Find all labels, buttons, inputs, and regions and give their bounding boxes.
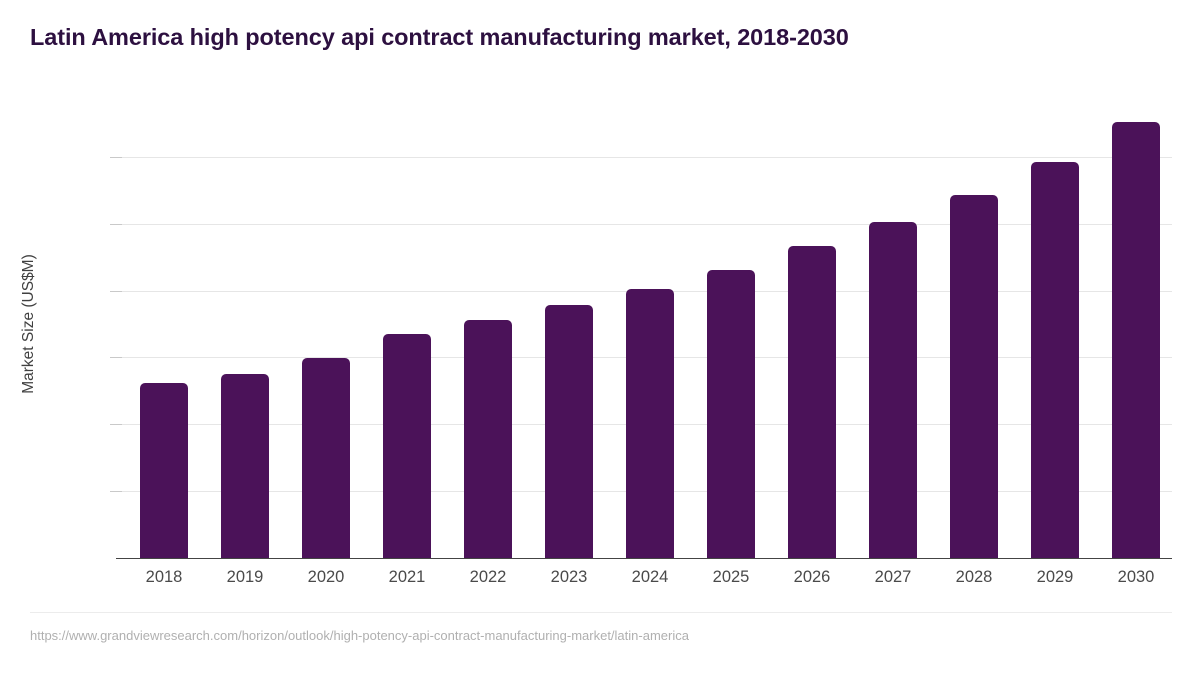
y-axis-tick bbox=[110, 156, 122, 158]
x-axis-tick-label: 2025 bbox=[712, 568, 750, 586]
bar[interactable] bbox=[140, 382, 188, 558]
bar[interactable] bbox=[302, 358, 350, 558]
y-axis-tick bbox=[110, 290, 122, 292]
x-axis-tick-label: 2020 bbox=[307, 568, 345, 586]
source-url: https://www.grandviewresearch.com/horizo… bbox=[30, 628, 689, 643]
x-axis-tick-label: 2024 bbox=[631, 568, 669, 586]
bar[interactable] bbox=[545, 304, 593, 558]
y-axis-tick bbox=[110, 357, 122, 359]
gridline bbox=[122, 156, 1172, 158]
bar[interactable] bbox=[869, 222, 917, 558]
divider bbox=[30, 612, 1172, 613]
x-axis-tick-label: 2027 bbox=[874, 568, 912, 586]
x-axis-tick-label: 2030 bbox=[1117, 568, 1155, 586]
bar[interactable] bbox=[1031, 161, 1079, 558]
gridline bbox=[122, 223, 1172, 225]
y-axis-title: Market Size (US$M) bbox=[18, 90, 40, 558]
bar[interactable] bbox=[950, 194, 998, 558]
x-axis-line bbox=[116, 558, 1172, 560]
y-axis-title-label: Market Size (US$M) bbox=[20, 254, 37, 394]
bar[interactable] bbox=[626, 288, 674, 558]
bar[interactable] bbox=[788, 246, 836, 558]
y-axis-tick bbox=[110, 424, 122, 426]
x-axis-tick-label: 2019 bbox=[226, 568, 264, 586]
bar[interactable] bbox=[707, 269, 755, 558]
bar[interactable] bbox=[221, 373, 269, 558]
x-axis-tick-label: 2026 bbox=[793, 568, 831, 586]
y-axis-tick bbox=[110, 491, 122, 493]
x-axis-tick-label: 2021 bbox=[388, 568, 426, 586]
bar[interactable] bbox=[383, 334, 431, 558]
plot-area: 0200400600800100012002018201920202021202… bbox=[110, 90, 1172, 586]
x-axis-tick-label: 2029 bbox=[1036, 568, 1074, 586]
x-axis-tick-label: 2018 bbox=[145, 568, 183, 586]
page-title: Latin America high potency api contract … bbox=[30, 24, 849, 50]
x-axis-tick-label: 2028 bbox=[955, 568, 993, 586]
x-axis-tick-label: 2022 bbox=[469, 568, 507, 586]
x-axis-tick-label: 2023 bbox=[550, 568, 588, 586]
y-axis-tick bbox=[110, 223, 122, 225]
bar[interactable] bbox=[1112, 121, 1160, 558]
bar[interactable] bbox=[464, 320, 512, 558]
